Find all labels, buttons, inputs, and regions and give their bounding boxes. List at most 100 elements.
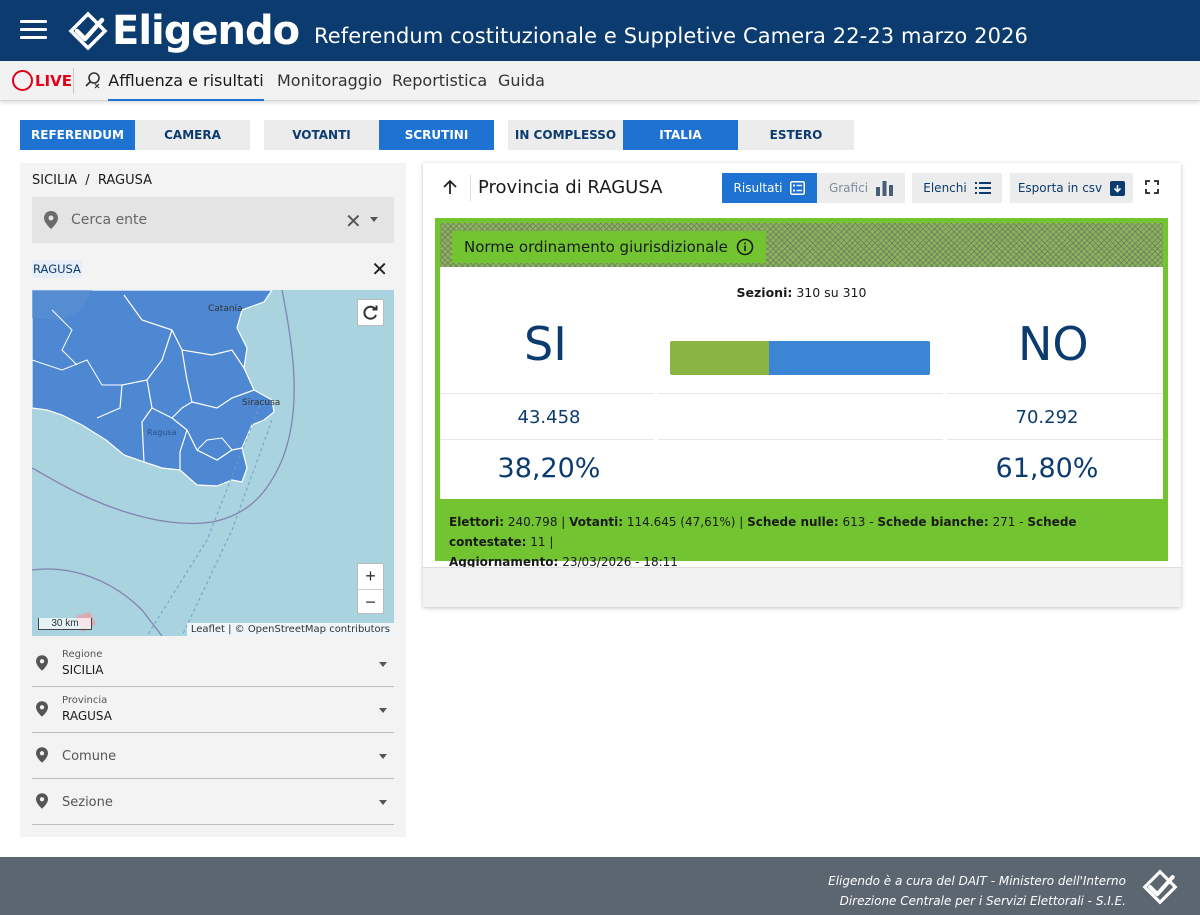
map-scale: 30 km xyxy=(38,618,92,630)
chevron-down-icon[interactable] xyxy=(379,708,387,713)
bar-chart-icon xyxy=(876,180,894,196)
aggiornamento-label: Aggiornamento: xyxy=(449,555,559,569)
logo-text: Eligendo xyxy=(112,8,300,54)
row-divider xyxy=(658,393,943,394)
results-card-footer xyxy=(423,567,1181,607)
zoom-in-button[interactable]: + xyxy=(365,566,376,586)
header-divider xyxy=(470,175,471,201)
tab-affluenza-risultati[interactable]: Affluenza e risultati xyxy=(108,61,264,101)
zoom-out-button[interactable]: − xyxy=(365,592,376,612)
risultati-button[interactable]: Risultati xyxy=(722,173,817,203)
selected-ente-chip[interactable]: RAGUSA xyxy=(32,260,82,278)
schede-bianche-value: 271 xyxy=(992,515,1016,529)
map-label-catania: Catania xyxy=(208,304,243,314)
tab-reportistica[interactable]: Reportistica xyxy=(392,71,488,90)
refresh-icon xyxy=(363,305,378,320)
clear-search-icon[interactable]: ✕ xyxy=(345,211,362,233)
no-votes: 70.292 xyxy=(1015,407,1079,428)
sezioni-value: 310 su 310 xyxy=(796,285,867,300)
location-pin-icon xyxy=(36,747,48,763)
map-canvas[interactable]: Catania Siracusa Ragusa xyxy=(32,290,394,636)
map-label-siracusa: Siracusa xyxy=(242,398,280,408)
map-attribution[interactable]: Leaflet | © OpenStreetMap contributors xyxy=(186,623,394,636)
row-divider xyxy=(440,393,654,394)
location-pin-icon xyxy=(44,211,58,229)
result-body: Sezioni: 310 su 310 SI NO 43.458 70.292 … xyxy=(440,267,1163,499)
chevron-down-icon[interactable] xyxy=(379,754,387,759)
info-icon[interactable] xyxy=(736,238,754,256)
logo[interactable]: Eligendo xyxy=(68,8,300,54)
referendum-button[interactable]: REFERENDUM xyxy=(20,120,135,150)
menu-icon[interactable] xyxy=(20,20,47,40)
selected-ente-row: RAGUSA ✕ xyxy=(32,251,394,285)
row-divider xyxy=(440,439,654,440)
question-header: Norme ordinamento giurisdizionale xyxy=(440,223,1163,267)
tab-guida[interactable]: Guida xyxy=(498,71,545,90)
search-ente-field[interactable]: Cerca ente ✕ xyxy=(32,197,394,243)
location-pin-icon xyxy=(36,793,48,809)
provincia-value: RAGUSA xyxy=(62,709,112,723)
live-icon xyxy=(12,70,33,91)
question-label: Norme ordinamento giurisdizionale xyxy=(464,238,728,256)
regione-select[interactable]: Regione SICILIA xyxy=(32,641,394,687)
location-pin-icon xyxy=(36,701,48,717)
zoom-divider xyxy=(358,589,383,590)
votanti-button[interactable]: VOTANTI xyxy=(264,120,379,150)
regione-value: SICILIA xyxy=(62,663,104,677)
fullscreen-icon[interactable] xyxy=(1145,180,1159,194)
turnout-stats: Elettori: 240.798 | Votanti: 114.645 (47… xyxy=(449,515,1077,569)
estero-button[interactable]: ESTERO xyxy=(738,120,854,150)
schede-nulle-value: 613 xyxy=(842,515,866,529)
breadcrumb: SICILIA / RAGUSA xyxy=(32,173,153,188)
tab-monitoraggio[interactable]: Monitoraggio xyxy=(277,71,383,90)
camera-button[interactable]: CAMERA xyxy=(135,120,250,150)
eligendo-logo-icon xyxy=(68,11,108,51)
map[interactable]: Catania Siracusa Ragusa + − 30 km Leafle… xyxy=(32,290,394,636)
chevron-down-icon[interactable] xyxy=(379,662,387,667)
aggiornamento-value: 23/03/2026 - 18:11 xyxy=(562,555,678,569)
referendum-result-panel: Norme ordinamento giurisdizionale Sezion… xyxy=(435,218,1168,569)
footer-line-1: Eligendo è a cura del DAIT - Ministero d… xyxy=(828,874,1126,888)
footer-line-2: Direzione Centrale per i Servizi Elettor… xyxy=(839,894,1126,908)
sezioni-label: Sezioni: xyxy=(736,285,793,300)
scrutini-button[interactable]: SCRUTINI xyxy=(379,120,494,150)
page-footer: Eligendo è a cura del DAIT - Ministero d… xyxy=(0,857,1200,915)
result-bar xyxy=(670,341,930,375)
elenchi-button[interactable]: Elenchi xyxy=(912,173,1002,203)
in-complesso-button[interactable]: IN COMPLESSO xyxy=(508,120,623,150)
si-percentage: 38,20% xyxy=(497,453,601,484)
search-input[interactable]: Cerca ente xyxy=(71,212,148,228)
italia-button[interactable]: ITALIA xyxy=(623,120,738,150)
page-title: Referendum costituzionale e Suppletive C… xyxy=(314,24,1028,48)
chevron-down-icon[interactable] xyxy=(370,217,378,222)
top-header: Eligendo Referendum costituzionale e Sup… xyxy=(0,0,1200,61)
refresh-map-button[interactable] xyxy=(357,299,384,326)
provincia-select[interactable]: Provincia RAGUSA xyxy=(32,687,394,733)
row-divider xyxy=(658,439,943,440)
esporta-csv-button[interactable]: Esporta in csv xyxy=(1010,173,1133,203)
esporta-label: Esporta in csv xyxy=(1017,181,1103,195)
grafici-button[interactable]: Grafici xyxy=(817,173,905,203)
results-card-header: Provincia di RAGUSA Risultati Grafici El… xyxy=(423,163,1181,213)
close-icon[interactable]: ✕ xyxy=(371,259,388,281)
votanti-label: Votanti: xyxy=(569,515,624,529)
chevron-down-icon[interactable] xyxy=(379,800,387,805)
location-pin-icon xyxy=(36,655,48,671)
risultati-label: Risultati xyxy=(733,181,783,195)
comune-select[interactable]: Comune xyxy=(32,733,394,779)
sezioni-count: Sezioni: 310 su 310 xyxy=(440,285,1163,300)
grafici-label: Grafici xyxy=(828,181,869,195)
live-indicator[interactable]: LIVE xyxy=(12,70,72,91)
arrow-up-icon[interactable] xyxy=(441,178,459,196)
si-label: SI xyxy=(524,317,567,371)
schede-contestate-label: Schede contestate: xyxy=(449,515,1077,549)
search-icon[interactable] xyxy=(84,71,102,89)
schede-contestate-value: 11 xyxy=(530,535,546,549)
live-label: LIVE xyxy=(35,71,72,90)
sezione-select[interactable]: Sezione xyxy=(32,779,394,825)
no-bar-segment xyxy=(769,341,930,375)
question-title: Norme ordinamento giurisdizionale xyxy=(452,231,766,263)
schede-nulle-label: Schede nulle: xyxy=(747,515,839,529)
province-title: Provincia di RAGUSA xyxy=(478,177,663,198)
provincia-label: Provincia xyxy=(62,695,108,706)
